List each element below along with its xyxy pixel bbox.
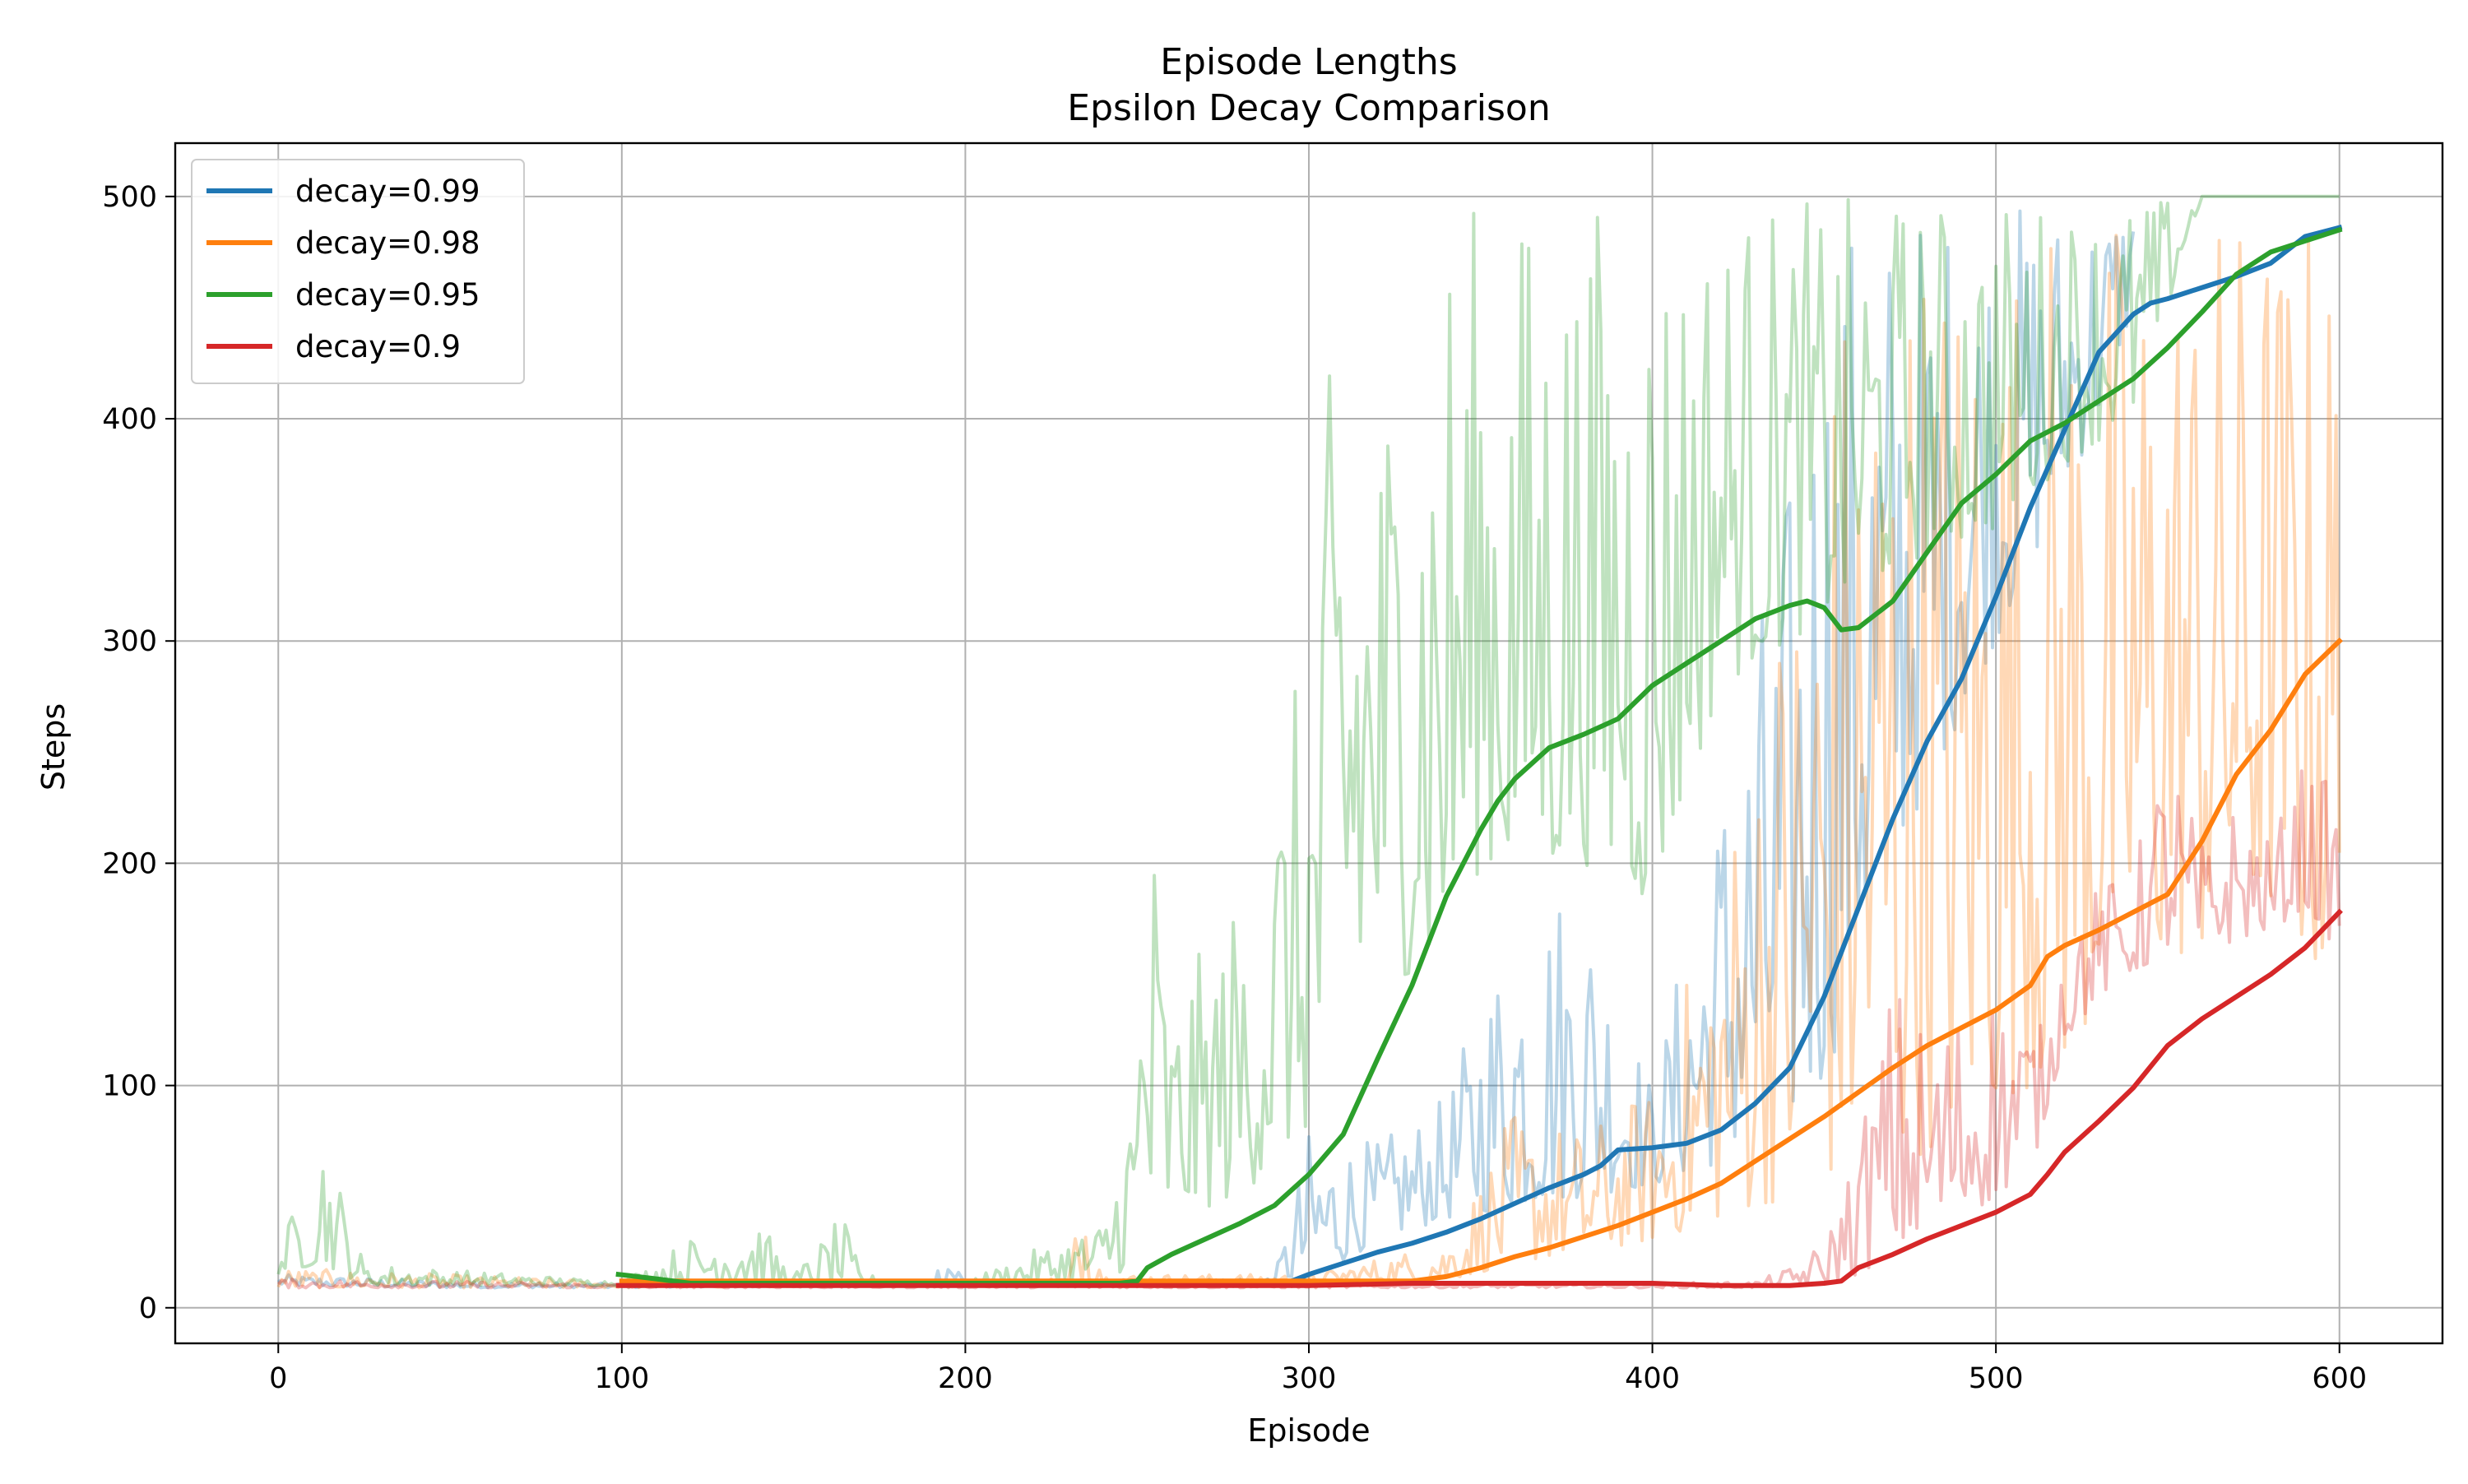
x-tick-label: 300 — [1282, 1362, 1337, 1395]
y-tick-label: 500 — [102, 181, 157, 214]
x-tick-label: 0 — [269, 1362, 287, 1395]
y-tick-label: 300 — [102, 625, 157, 658]
x-tick-label: 400 — [1625, 1362, 1680, 1395]
y-tick-label: 100 — [102, 1070, 157, 1103]
chart-title: Episode Lengths — [1160, 41, 1457, 83]
x-tick-label: 600 — [2312, 1362, 2367, 1395]
smoothed-series-line — [619, 637, 2343, 1284]
smoothed-series-line — [615, 226, 2343, 1286]
grid-layer — [175, 143, 2442, 1343]
legend-label: decay=0.9 — [295, 329, 461, 364]
x-axis-label: Episode — [1247, 1412, 1370, 1449]
y-tick-label: 0 — [139, 1292, 157, 1325]
y-axis-label: Steps — [35, 703, 72, 791]
axis-layer: 0 100 200 300 400 500 600 0 100 200 300 400 500 — [102, 181, 2367, 1395]
legend-label: decay=0.99 — [295, 174, 480, 209]
y-tick-label: 400 — [102, 403, 157, 436]
y-tick-label: 200 — [102, 847, 157, 880]
legend: decay=0.99 decay=0.98 decay=0.95 decay=0.9 — [191, 159, 525, 384]
x-tick-label: 500 — [1969, 1362, 2024, 1395]
legend-box — [191, 159, 525, 384]
chart-subtitle: Epsilon Decay Comparison — [1067, 87, 1550, 129]
x-tick-label: 100 — [594, 1362, 649, 1395]
x-tick-label: 200 — [938, 1362, 993, 1395]
smoothed-series-line — [615, 908, 2343, 1288]
legend-label: decay=0.95 — [295, 277, 480, 313]
legend-label: decay=0.98 — [295, 225, 480, 261]
smoothed-series-layer — [615, 225, 2343, 1288]
smoothed-series-line — [1288, 225, 2343, 1285]
